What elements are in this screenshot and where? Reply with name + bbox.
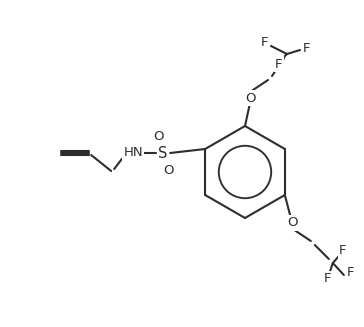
Text: F: F: [261, 36, 269, 48]
Text: O: O: [245, 92, 255, 105]
Text: HN: HN: [123, 146, 143, 160]
Text: F: F: [275, 58, 283, 71]
Text: F: F: [303, 42, 311, 55]
Text: S: S: [158, 146, 168, 161]
Text: F: F: [324, 272, 332, 285]
Text: F: F: [347, 267, 355, 280]
Text: O: O: [163, 164, 173, 177]
Text: F: F: [339, 245, 347, 257]
Text: O: O: [288, 216, 298, 230]
Text: O: O: [153, 129, 163, 143]
